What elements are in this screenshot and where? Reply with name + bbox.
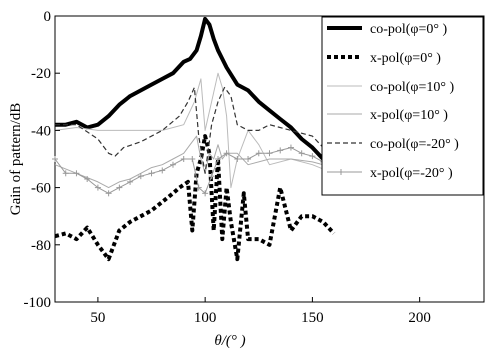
y-axis-label: Gain of pattern/dB (8, 103, 24, 215)
ticks-layer: 50 100 150 200 0 -20 -40 -60 -80 -100 (24, 9, 431, 326)
y-tick-label: 0 (44, 9, 52, 25)
x-tick-label: 50 (90, 310, 105, 326)
legend-item: co-pol(φ=-20° ) (327, 137, 459, 152)
series-line-6 (54, 147, 335, 194)
series-line-3 (54, 72, 335, 189)
data-point (202, 190, 209, 197)
data-point (62, 170, 69, 177)
series-line-5 (55, 86, 335, 174)
series-layer (52, 16, 337, 262)
data-point (245, 156, 252, 162)
data-point (215, 156, 222, 162)
x-tick-label: 100 (194, 310, 217, 326)
y-tick-label: -80 (31, 238, 51, 254)
data-point (266, 150, 273, 157)
data-point (137, 173, 144, 180)
data-point (298, 150, 305, 157)
data-point (116, 184, 123, 191)
data-point (169, 161, 176, 168)
x-tick-label: 150 (301, 310, 324, 326)
data-point (148, 170, 155, 177)
data-point (208, 173, 215, 180)
data-point (127, 178, 134, 185)
y-tick-label: -20 (31, 66, 51, 82)
legend-item: co-pol(φ=10° ) (327, 80, 455, 95)
data-point (84, 176, 91, 183)
legend-label: co-pol(φ=0° ) (370, 22, 448, 37)
x-tick-label: 200 (408, 310, 431, 326)
data-point (189, 156, 196, 162)
legend-label: x-pol(φ=-20° ) (370, 166, 453, 181)
series-line-4 (54, 135, 335, 189)
data-point (94, 184, 101, 191)
legend-item: x-pol(φ=0° ) (327, 51, 441, 66)
y-tick-label: -40 (31, 123, 51, 139)
legend-label: co-pol(φ=10° ) (370, 80, 455, 95)
data-point (180, 156, 187, 162)
legend-item: x-pol(φ=-20° ) (327, 166, 453, 181)
data-point (195, 184, 202, 191)
legend: co-pol(φ=0° ) x-pol(φ=0° ) co-pol(φ=10° ) x… (321, 16, 484, 196)
data-point (309, 153, 316, 160)
data-point (287, 144, 294, 151)
legend-label: x-pol(φ=0° ) (370, 51, 441, 66)
legend-box (321, 16, 484, 196)
data-point (234, 156, 241, 162)
legend-label: x-pol(φ=10° ) (370, 108, 448, 123)
data-point (52, 156, 58, 162)
legend-item: co-pol(φ=0° ) (327, 22, 448, 37)
x-axis-label: θ/(° ) (214, 333, 245, 349)
data-point (223, 150, 230, 157)
legend-label: co-pol(φ=-20° ) (370, 137, 459, 152)
data-point (159, 167, 166, 174)
series-line-1 (55, 16, 335, 164)
series-line-2 (54, 134, 336, 262)
y-tick-label: -100 (24, 295, 52, 311)
data-point (105, 190, 112, 197)
data-point (255, 150, 262, 157)
legend-item: x-pol(φ=10° ) (327, 108, 448, 123)
data-point (73, 170, 80, 177)
y-tick-label: -60 (31, 181, 51, 197)
data-point (277, 147, 284, 154)
